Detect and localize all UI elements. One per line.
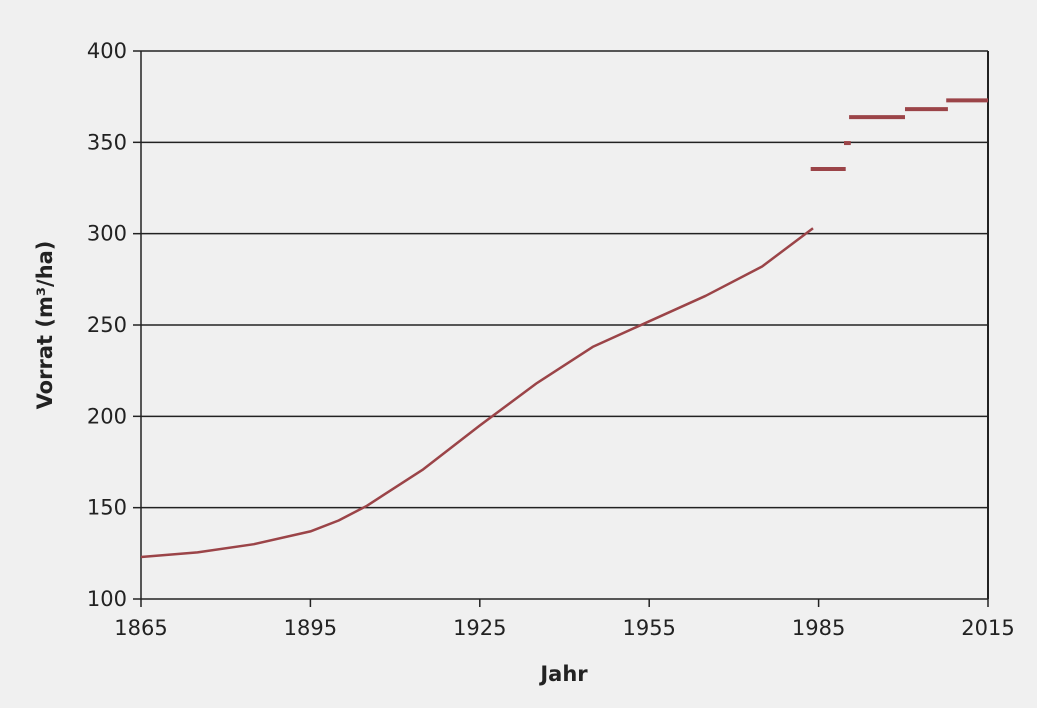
y-tick-label: 200 bbox=[87, 404, 127, 428]
x-tick-label: 2015 bbox=[961, 616, 1014, 640]
series-line bbox=[140, 227, 814, 559]
x-tick-label: 1985 bbox=[792, 616, 845, 640]
x-tick-label: 1865 bbox=[114, 616, 167, 640]
y-tick-label: 350 bbox=[87, 130, 127, 154]
y-tick-label: 300 bbox=[87, 222, 127, 246]
x-tick-label: 1895 bbox=[284, 616, 337, 640]
y-tick-label: 400 bbox=[87, 39, 127, 63]
y-tick-label: 150 bbox=[87, 496, 127, 520]
y-axis-label: Vorrat (m³/ha) bbox=[33, 241, 57, 410]
x-axis-label: Jahr bbox=[538, 662, 588, 686]
x-tick-label: 1955 bbox=[622, 616, 675, 640]
y-tick-label: 100 bbox=[87, 587, 127, 611]
x-tick-label: 1925 bbox=[453, 616, 506, 640]
y-tick-label: 250 bbox=[87, 313, 127, 337]
